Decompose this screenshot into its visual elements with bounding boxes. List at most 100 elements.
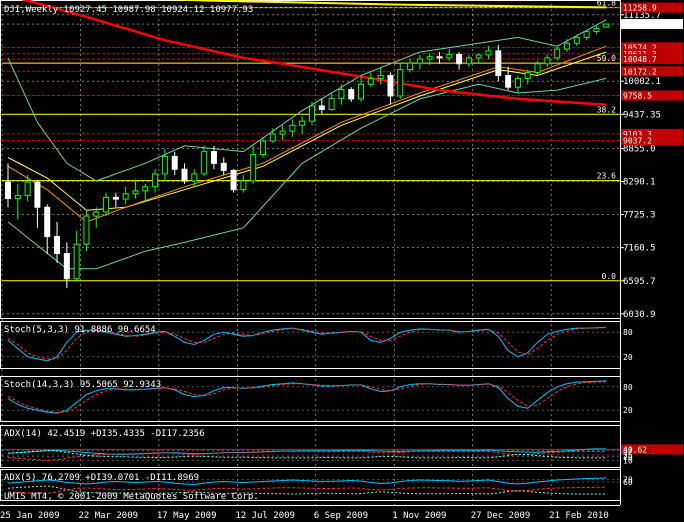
price-marker-tag [621, 54, 683, 65]
indicator-level-label: 60 [623, 478, 633, 487]
indicator-level-label: 40.62 [623, 445, 647, 454]
candle-body [103, 196, 110, 213]
price-marker-tag [621, 90, 683, 101]
candle-body [181, 168, 188, 182]
candle-body [269, 133, 276, 142]
price-marker-label: 11258.9 [623, 4, 657, 13]
indicator-value-tag [621, 444, 683, 455]
candle-body [397, 69, 404, 97]
ma-fast-line [7, 45, 607, 223]
candle-body [446, 53, 453, 59]
indicator-series-line [7, 381, 607, 414]
candle-body [426, 56, 433, 60]
candle-body [132, 190, 139, 195]
current-price-label: 10977.93 [623, 20, 662, 29]
candle-body [573, 36, 580, 44]
price-marker-label: 9103.3 [623, 130, 652, 139]
candle-body [152, 173, 159, 188]
candle-body [358, 83, 365, 100]
candle-body [485, 50, 492, 56]
candle-body [5, 181, 11, 199]
main-pane-border [0, 0, 621, 319]
candle-body [495, 50, 502, 76]
candle-body [524, 72, 531, 79]
candle-body [299, 120, 306, 126]
indicator-title: ADX(5) 76.2709 +DI39.0701 -DI11.8969 [4, 473, 199, 483]
fib-level-label: 61.8 [597, 0, 616, 8]
candle-body [210, 151, 217, 164]
candle-body [122, 193, 129, 200]
ma-mid-line [7, 51, 607, 211]
candle-body [544, 57, 551, 65]
candle-body [44, 206, 51, 238]
indicator-level-label: 20 [623, 453, 633, 462]
x-tick-label: 1 Nov 2009 [392, 511, 446, 521]
candle-body [34, 181, 41, 208]
candle-body [318, 105, 325, 110]
fib-level-label: 38.2 [597, 105, 616, 114]
indicator-title: ADX(14) 42.4519 +DI35.4335 -DI17.2356 [4, 429, 204, 439]
bollinger-lower-line [7, 77, 607, 270]
candle-body [416, 58, 423, 64]
candle-body [593, 28, 600, 33]
y-tick-label: 10002.1 [623, 77, 661, 87]
x-tick-label: 27 Dec 2009 [471, 511, 531, 521]
y-tick-label: 8290.1 [623, 177, 656, 187]
sma-long-yellow-line [168, 0, 607, 9]
indicator-level-label: 80 [623, 383, 633, 392]
price-marker-label: 9758.5 [623, 92, 652, 101]
candle-body [259, 140, 266, 156]
indicator-level-label: 20 [623, 406, 633, 415]
x-tick-label: 6 Sep 2009 [314, 511, 368, 521]
indicator-title: Stoch(5,3,3) 91.8886 90.6654 [4, 325, 156, 335]
indicator-series-line [7, 326, 607, 362]
price-marker-tag [621, 42, 683, 53]
price-marker-tag [621, 135, 683, 146]
candle-body [63, 253, 70, 280]
x-tick-label: 25 Jan 2009 [0, 511, 60, 521]
candle-body [289, 124, 296, 132]
candle-body [436, 56, 443, 59]
indicator-series-line [7, 485, 607, 495]
candle-body [73, 243, 80, 280]
candle-body [328, 97, 335, 110]
candle-body [407, 62, 414, 71]
candle-body [112, 196, 119, 200]
indicator-title: Stoch(14,3,3) 95.5065 92.9343 [4, 380, 161, 390]
candle-body [14, 195, 21, 199]
price-marker-tag [621, 48, 683, 59]
indicator-series-line [7, 327, 607, 360]
indicator-level-label: 37 [623, 447, 633, 456]
x-tick-label: 21 Feb 2010 [549, 511, 609, 521]
fib-level-label: 0.0 [602, 272, 617, 281]
fib-level-label: 23.6 [597, 172, 616, 181]
indicator-level-label: 80 [623, 328, 633, 337]
sma-long-red-line [20, 0, 607, 107]
indicator-level-label: 25 [623, 451, 633, 460]
price-marker-tag [621, 66, 683, 77]
y-tick-label: 9437.35 [623, 110, 661, 120]
candle-body [465, 57, 472, 65]
y-tick-label: 11135.7 [623, 11, 661, 21]
x-tick-label: 12 Jul 2009 [235, 511, 295, 521]
indicator-level-label: 10 [623, 456, 633, 465]
price-marker-label: 9037.2 [623, 136, 652, 145]
candle-body [230, 169, 237, 191]
candle-body [279, 130, 286, 135]
bollinger-upper-line [7, 19, 607, 182]
price-marker-label: 10172.2 [623, 67, 657, 76]
candle-body [93, 211, 100, 217]
y-tick-label: 7160.5 [623, 244, 656, 254]
candle-body [161, 155, 168, 175]
candle-body [220, 162, 227, 171]
candle-body [377, 74, 384, 79]
candle-body [475, 54, 482, 59]
price-marker-tag [621, 128, 683, 139]
candle-body [505, 74, 512, 88]
indicator-series-line [7, 450, 607, 461]
candle-body [514, 77, 521, 88]
y-tick-label: 6595.7 [623, 277, 656, 287]
candle-body [54, 236, 61, 255]
